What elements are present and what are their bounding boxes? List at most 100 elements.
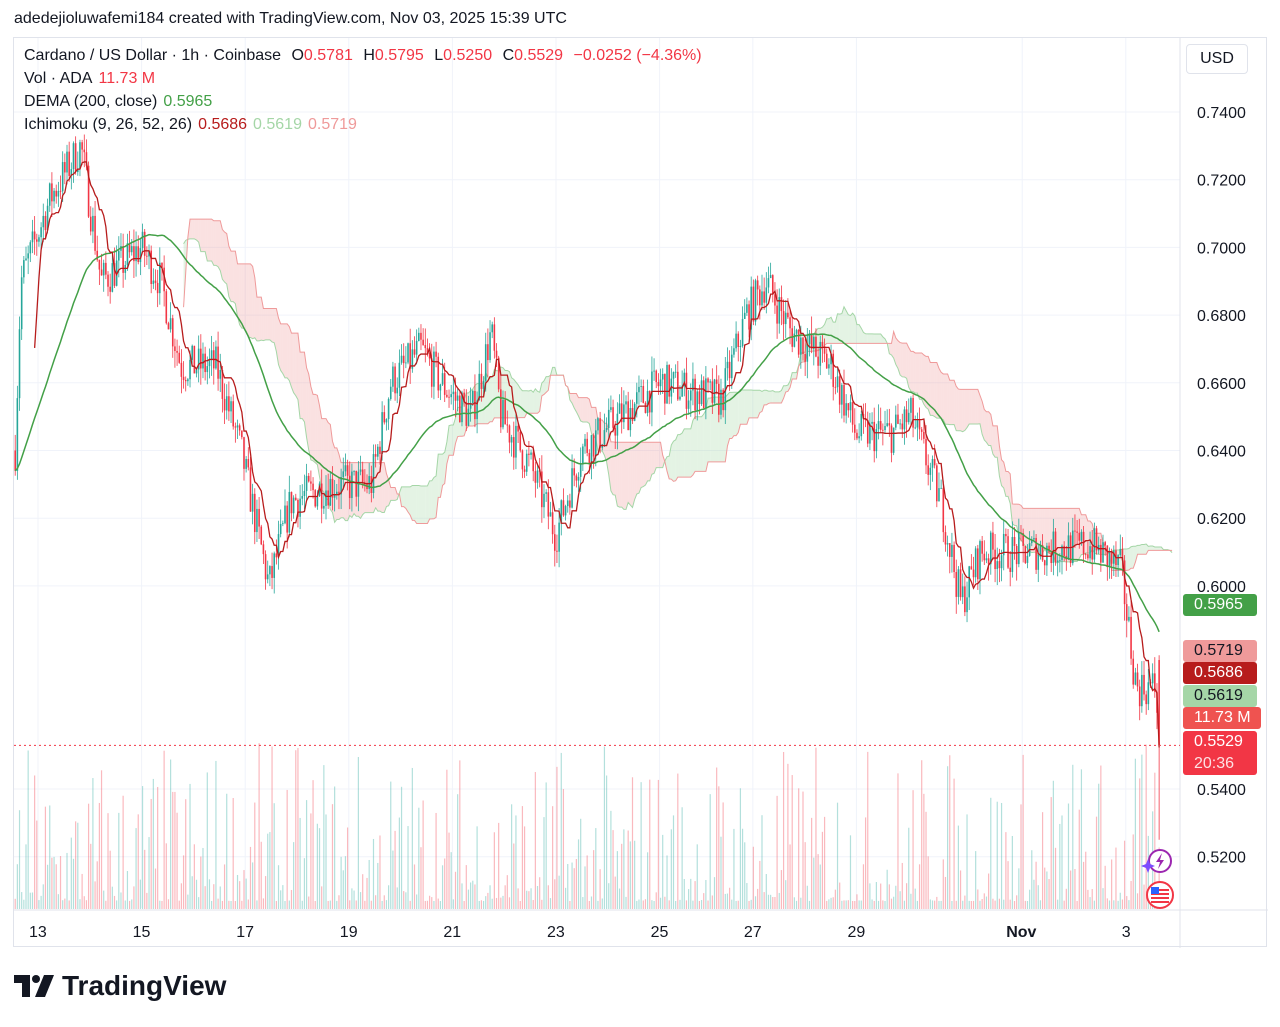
candle-body [541,471,543,508]
ichimoku-cloud-segment [872,333,875,344]
volume-bar [763,892,765,909]
volume-bar [940,900,942,909]
ichimoku-cloud-segment [213,220,216,266]
candle-body [463,392,465,403]
candle-body [400,355,403,363]
candle-body [16,398,19,471]
candle-body [271,566,273,578]
volume-bar [1132,834,1134,909]
candle-body [599,418,601,448]
volume-bar [752,846,754,909]
candle-body [25,258,27,261]
volume-bar [1000,802,1003,909]
volume-bar [482,900,485,909]
ichimoku-legend[interactable]: Ichimoku (9, 26, 52, 26) 0.5686 0.5619 0.57… [24,116,357,133]
candle-body [981,541,983,554]
volume-bar [118,812,120,909]
volume-bar [260,841,262,909]
candle-body [64,162,66,173]
open-value: 0.5781 [303,47,353,64]
volume-bar [659,897,662,909]
volume-bar [377,862,379,909]
candle-body [977,548,979,580]
candle-body [1043,560,1046,566]
volume-legend[interactable]: Vol · ADA 11.73 M [24,70,156,87]
volume-bar [165,843,167,909]
volume-bar [202,847,204,909]
ichimoku-cloud-segment [535,388,538,414]
candle-body [806,343,809,362]
volume-bar [299,817,301,909]
ichimoku-cloud-segment [839,313,842,344]
candle-body [1018,532,1020,565]
ichimoku-cloud-segment [647,442,650,481]
volume-bar [256,900,258,909]
ichimoku-cloud-segment [710,397,713,462]
volume-bar [141,786,144,909]
candle-body [752,286,755,322]
volume-bar [409,900,411,909]
currency-button[interactable]: USD [1186,44,1248,74]
volume-bar [66,852,68,909]
volume-bar [461,883,463,909]
candle-body [504,399,506,425]
volume-bar [98,802,100,909]
candle-body [489,332,491,361]
candle-body [784,312,787,325]
volume-bar [1003,899,1005,909]
ichimoku-cloud-segment [651,442,655,475]
ichimoku-cloud-segment [1049,508,1052,555]
candle-body [1050,552,1053,564]
ichimoku-cloud-segment [908,347,911,392]
ichimoku-cloud-segment [446,425,450,464]
candle-body [294,497,297,500]
candle-body [974,548,977,578]
volume-bar [985,896,988,909]
volume-bar [605,775,608,909]
candle-body [957,569,960,597]
volume-bar [465,865,467,909]
ichimoku-cloud-segment [679,433,683,478]
candle-body [40,227,42,238]
volume-bar [1039,900,1042,909]
candle-body [759,289,761,306]
volume-bar [826,900,828,909]
symbol-name[interactable]: Cardano / US Dollar · 1h · Coinbase [24,47,282,64]
volume-bar [217,898,219,909]
volume-bar [1070,870,1072,909]
ichimoku-cloud-segment [667,456,670,479]
price-chart[interactable]: 0.7400 0.7200 0.7000 0.6800 0.6600 0.6400 0.62… [14,38,1268,948]
volume-bar [293,842,295,909]
ichimoku-cloud-segment [256,297,260,341]
candle-body [443,373,446,395]
candle-body [182,376,185,380]
volume-bar [651,900,653,909]
ichimoku-cloud-segment [660,442,663,468]
ichimoku-cloud-segment [656,442,659,468]
volume-bar [416,894,418,909]
volume-bar [927,856,929,909]
x-tick-label: 29 [847,924,865,941]
candle-body [42,215,45,228]
ichimoku-span-a-line [183,238,1173,564]
ichimoku-cloud-segment [226,233,229,297]
candle-body [55,190,58,197]
ichimoku-cloud-segment [310,386,314,461]
volume-bar [1141,754,1143,909]
volume-bar [55,864,57,909]
ichimoku-cloud-segment [934,362,937,419]
candle-body [187,379,189,382]
candle-body [193,345,196,374]
volume-bar [692,900,694,909]
dema-legend[interactable]: DEMA (200, close) 0.5965 [24,93,213,110]
volume-bar [942,859,944,909]
chart-frame[interactable]: 0.7400 0.7200 0.7000 0.6800 0.6600 0.6400 0.62… [13,37,1268,948]
candle-body [914,427,917,429]
ichimoku-cloud-segment [705,398,709,472]
ichimoku-cloud-segment [449,425,452,456]
volume-bar [841,900,843,909]
tradingview-logo[interactable]: TradingView [14,970,226,1002]
candle-body [674,371,677,373]
volume-bar [953,778,955,909]
ichimoku-cloud-segment [308,373,311,460]
